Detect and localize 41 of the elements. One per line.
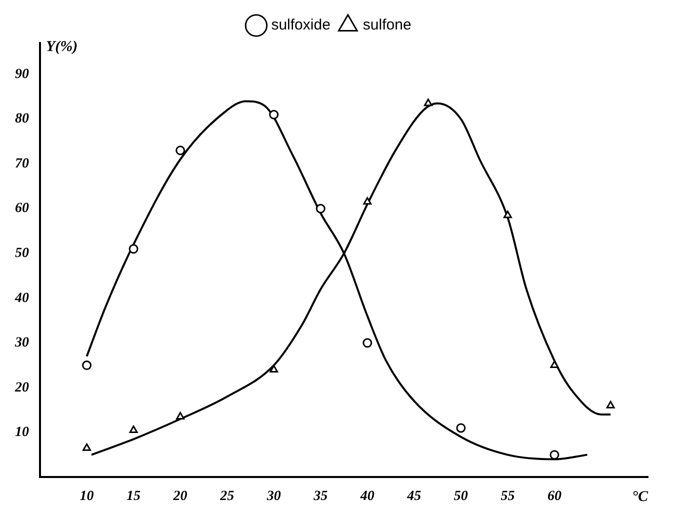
point [456, 423, 466, 433]
point [424, 98, 432, 106]
x-tick-label: 15 [126, 489, 141, 504]
x-tick-label: 10 [80, 489, 94, 504]
x-axis-title: °C [632, 489, 649, 506]
legend-label: sulfone [362, 16, 412, 34]
x-tick-label: 55 [500, 489, 515, 504]
x-tick-label: 20 [172, 489, 188, 504]
point [129, 425, 138, 433]
y-tick-label: 10 [15, 425, 29, 440]
point [606, 400, 615, 408]
point [82, 360, 92, 370]
y-tick-label: 50 [15, 246, 29, 261]
y-tick-label: 90 [15, 66, 29, 82]
point [269, 110, 279, 120]
point [362, 338, 372, 348]
x-tick-label: 45 [406, 489, 422, 504]
y-tick-label: 30 [14, 336, 29, 351]
x-tick-label: 30 [266, 489, 281, 504]
point [176, 412, 185, 420]
point [82, 443, 91, 451]
y-tick-label: 80 [15, 112, 29, 127]
point [270, 365, 278, 373]
legend-label: sulfoxide [271, 16, 330, 34]
point [176, 146, 186, 156]
x-tick-label: 50 [454, 489, 468, 504]
x-tick-label: 25 [219, 489, 234, 504]
y-tick-label: 20 [14, 380, 29, 396]
point [363, 197, 372, 205]
point [128, 244, 138, 254]
x-tick-label: 35 [312, 489, 328, 504]
y-axis-title: Y(%) [46, 38, 78, 55]
point [503, 210, 512, 218]
y-tick-label: 70 [15, 156, 29, 172]
y-tick-label: 60 [15, 201, 29, 216]
x-tick-label: 40 [359, 489, 374, 504]
point [550, 360, 559, 368]
point [316, 204, 326, 214]
x-tick-label: 60 [547, 489, 562, 504]
y-tick-label: 40 [14, 290, 29, 306]
point [550, 450, 560, 460]
